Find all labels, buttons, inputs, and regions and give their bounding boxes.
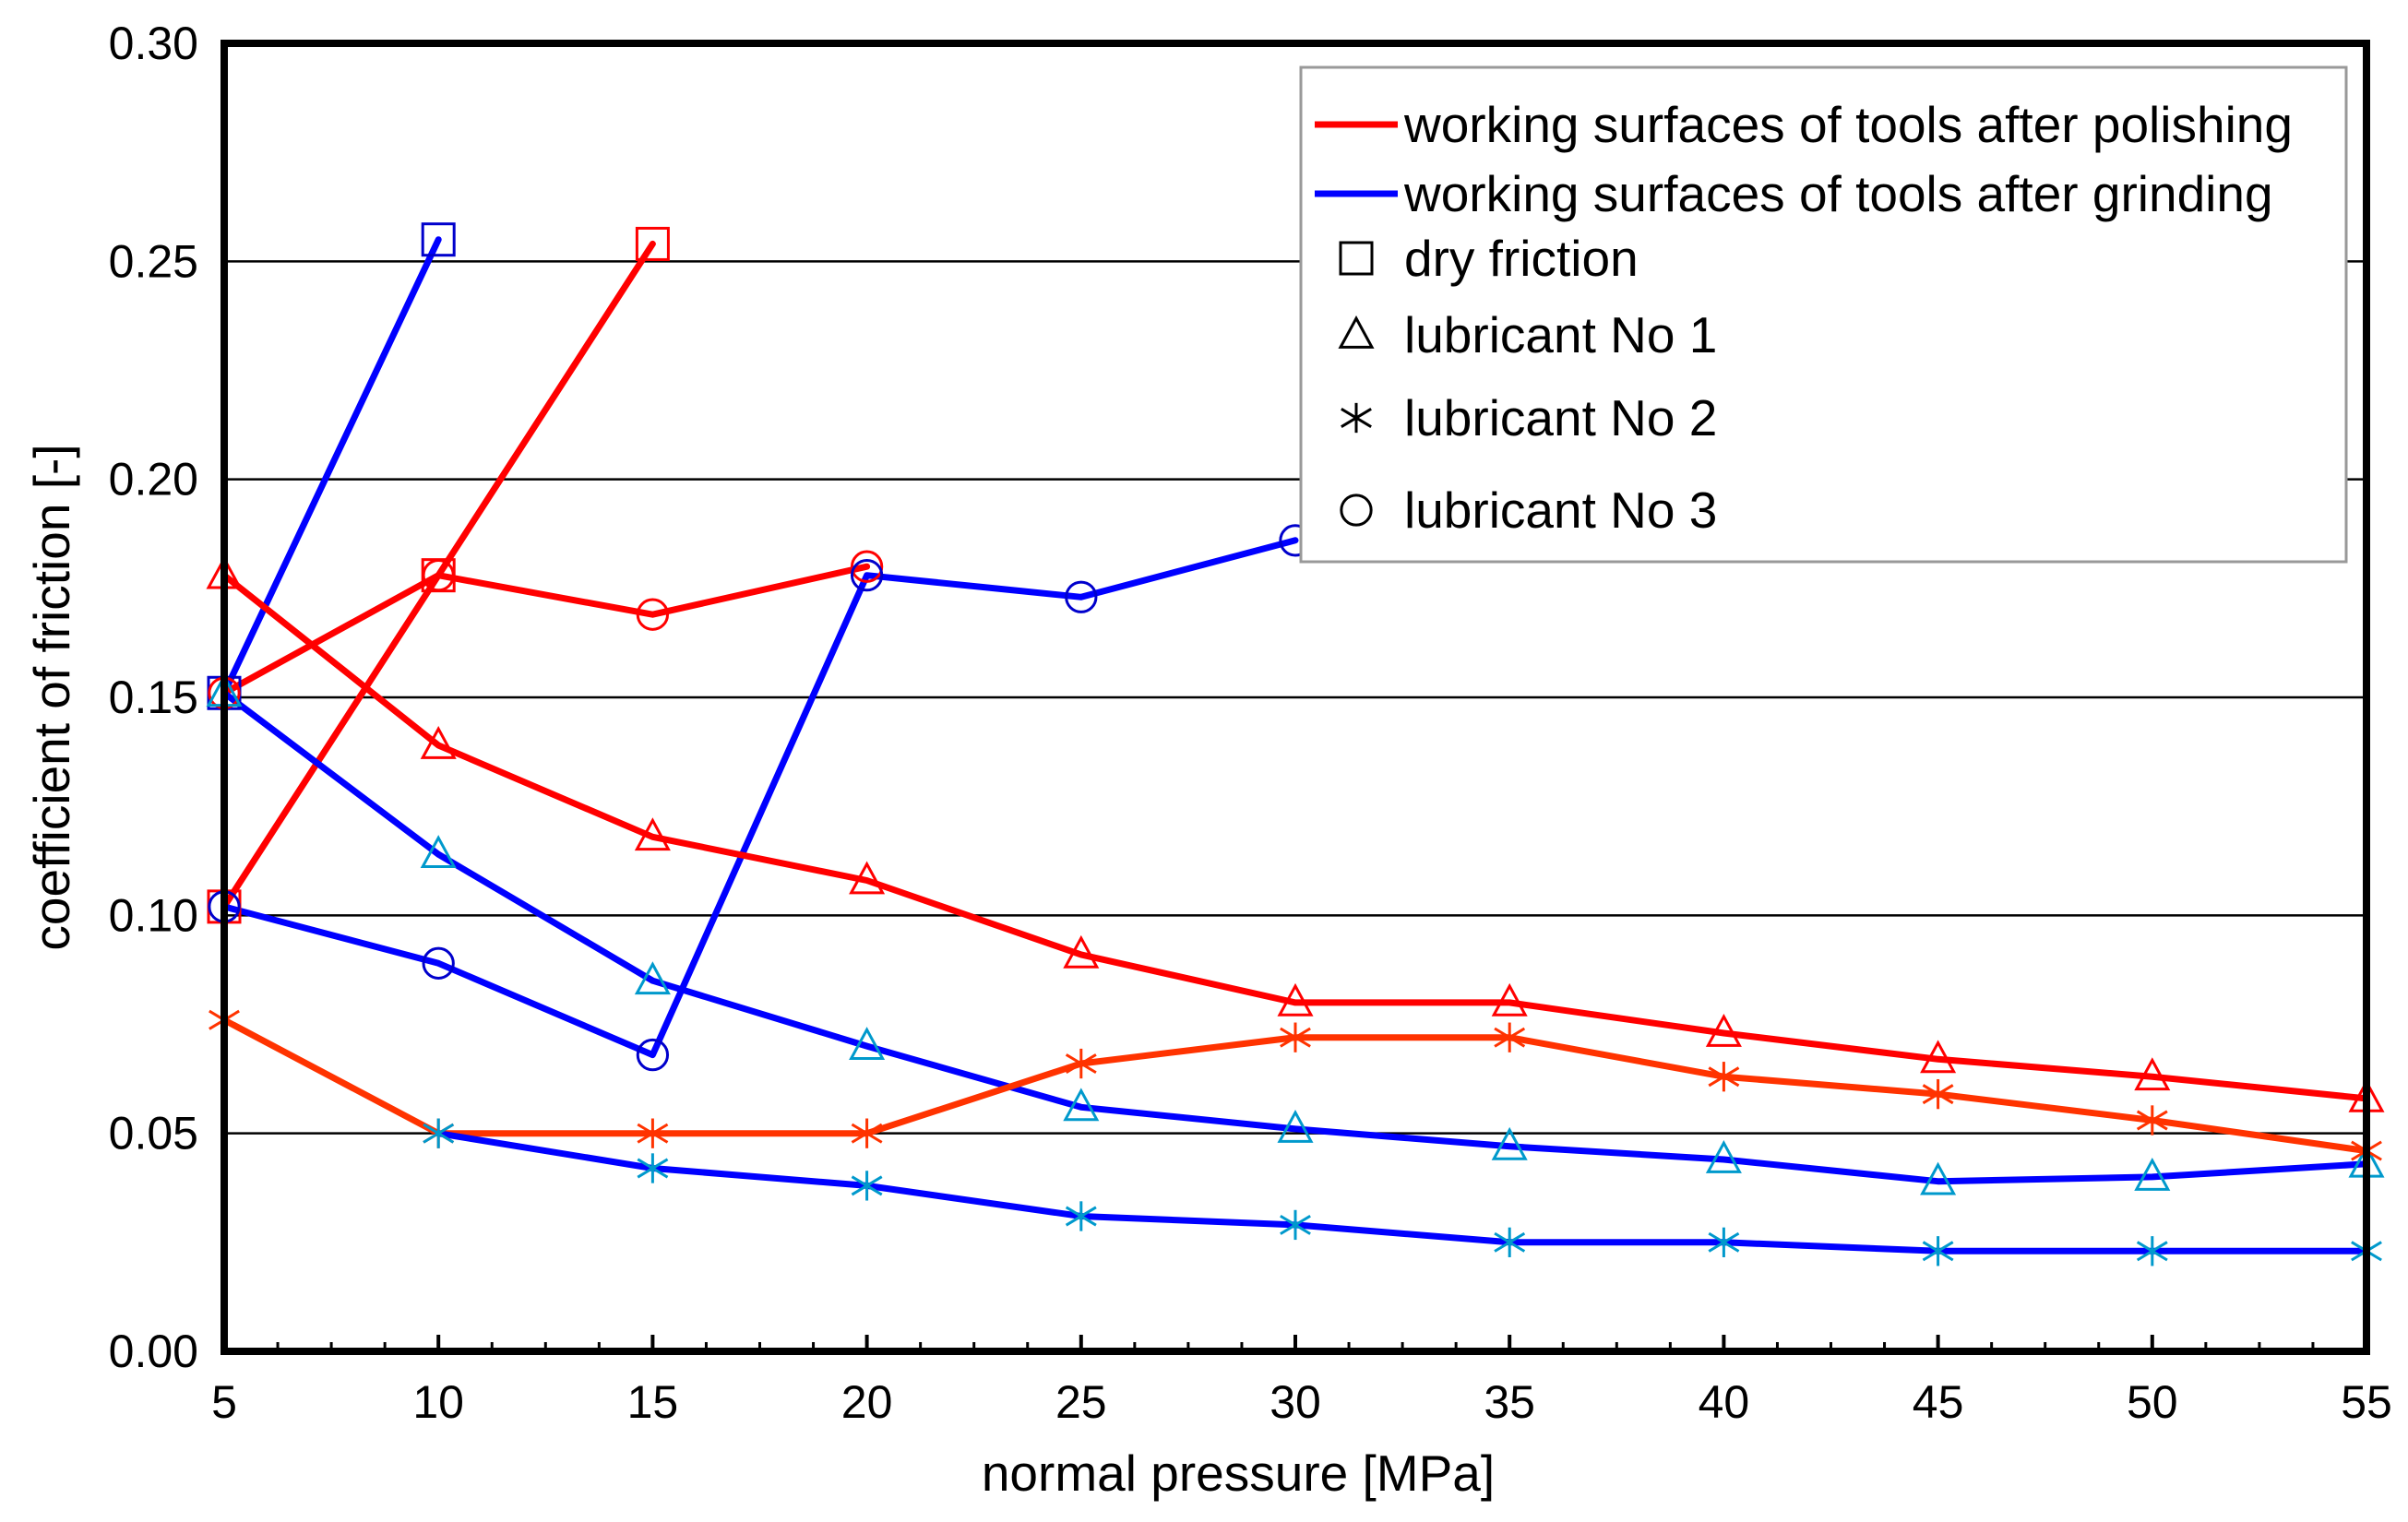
data-point xyxy=(422,946,455,980)
data-point xyxy=(420,835,457,869)
data-point xyxy=(1277,1109,1314,1143)
data-point xyxy=(422,559,455,592)
data-point xyxy=(1922,1236,1954,1266)
data-point xyxy=(634,817,671,851)
data-point xyxy=(1705,1140,1742,1173)
legend-triangle-icon xyxy=(1338,315,1375,349)
x-tick-label: 35 xyxy=(1484,1376,1535,1428)
plot-frame xyxy=(221,40,2370,1355)
data-point xyxy=(2136,1105,2168,1136)
data-point xyxy=(1494,1022,1526,1052)
legend-box xyxy=(1299,65,2348,564)
x-tick-label: 40 xyxy=(1699,1376,1750,1428)
series-line-2 xyxy=(221,563,871,696)
y-axis-title: coefficient of friction [-] xyxy=(23,444,80,950)
series-line-4 xyxy=(221,572,2370,1102)
data-point xyxy=(1280,1209,1311,1241)
legend-label: working surfaces of tools after polishin… xyxy=(1403,96,2293,153)
y-tick-labels: 0.00 0.05 0.10 0.15 0.20 0.25 0.30 xyxy=(109,18,198,1377)
data-point xyxy=(636,598,670,631)
series-line-0 xyxy=(221,236,442,696)
y-tick-label: 0.15 xyxy=(109,672,198,723)
data-point xyxy=(1065,580,1098,613)
data-point xyxy=(2134,1057,2171,1091)
data-point xyxy=(1065,1048,1097,1079)
data-point xyxy=(634,961,671,995)
data-point xyxy=(420,726,457,759)
legend-square-icon xyxy=(1339,241,1374,276)
legend-circle-icon xyxy=(1340,493,1373,527)
x-tick-label: 15 xyxy=(627,1376,679,1428)
data-point xyxy=(637,1118,669,1148)
data-point xyxy=(851,1118,883,1148)
y-tick-label: 0.00 xyxy=(109,1326,198,1377)
data-point xyxy=(1065,1201,1097,1231)
data-point xyxy=(1491,982,1528,1017)
x-tick-label: 10 xyxy=(412,1376,464,1428)
data-point xyxy=(1491,1126,1528,1160)
data-point xyxy=(423,1118,455,1148)
x-axis-title: normal pressure [MPa] xyxy=(982,1445,1495,1502)
data-point xyxy=(850,550,884,583)
data-point xyxy=(1708,1227,1740,1257)
x-tick-label: 5 xyxy=(211,1376,237,1428)
data-point xyxy=(635,226,670,261)
legend-label: working surfaces of tools after grinding xyxy=(1403,165,2273,222)
x-tick-labels: 5 10 15 20 25 30 35 40 45 50 55 xyxy=(211,1376,2392,1428)
x-tick-label: 50 xyxy=(2127,1376,2178,1428)
data-point xyxy=(1922,1078,1954,1110)
y-tick-label: 0.20 xyxy=(109,454,198,505)
data-point xyxy=(1708,1062,1740,1092)
x-tick-label: 25 xyxy=(1055,1376,1107,1428)
x-tick-label: 30 xyxy=(1270,1376,1321,1428)
data-point xyxy=(851,1171,883,1201)
x-tick-label: 55 xyxy=(2341,1376,2392,1428)
data-point xyxy=(1280,1022,1311,1052)
legend-label: dry friction xyxy=(1404,230,1639,287)
data-point xyxy=(636,1038,670,1072)
legend-label: lubricant No 2 xyxy=(1404,389,1717,446)
y-tick-label: 0.25 xyxy=(109,235,198,287)
legend-label: lubricant No 3 xyxy=(1404,482,1717,539)
y-tick-label: 0.05 xyxy=(109,1108,198,1159)
series-line-3 xyxy=(221,537,1299,1059)
data-point xyxy=(1705,1013,1742,1047)
data-point xyxy=(1063,1088,1100,1122)
data-point xyxy=(2136,1236,2168,1266)
data-point xyxy=(421,222,456,257)
series-line-5 xyxy=(221,689,2370,1185)
y-tick-label: 0.10 xyxy=(109,889,198,941)
data-point xyxy=(849,861,886,895)
data-point xyxy=(1920,1040,1957,1074)
legend: working surfaces of tools after polishin… xyxy=(1299,65,2348,564)
x-tick-label: 20 xyxy=(841,1376,893,1428)
data-point xyxy=(1920,1161,1957,1195)
data-point xyxy=(1494,1227,1526,1257)
y-tick-label: 0.30 xyxy=(109,18,198,69)
data-point xyxy=(850,559,884,592)
data-point xyxy=(637,1153,669,1183)
series-lines xyxy=(221,236,2370,1254)
legend-asterisk-icon xyxy=(1341,402,1372,434)
data-point xyxy=(1277,982,1314,1017)
data-point xyxy=(1063,934,1100,969)
data-point xyxy=(2134,1157,2171,1191)
series-line-7 xyxy=(435,1130,2370,1254)
legend-label: lubricant No 1 xyxy=(1404,306,1717,363)
data-point xyxy=(849,1027,886,1061)
x-tick-label: 45 xyxy=(1913,1376,1964,1428)
